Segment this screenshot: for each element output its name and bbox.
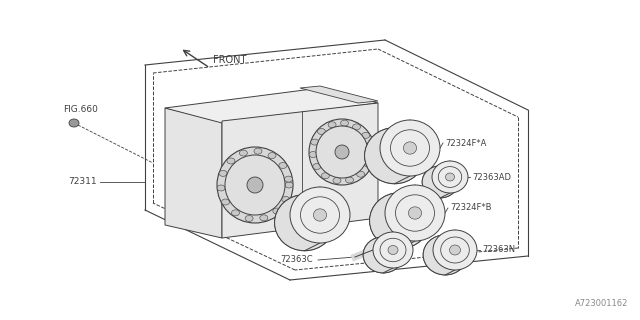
Ellipse shape <box>438 167 461 188</box>
Text: FRONT: FRONT <box>213 55 246 65</box>
Ellipse shape <box>282 196 290 202</box>
Ellipse shape <box>217 147 293 223</box>
Ellipse shape <box>314 209 326 221</box>
Ellipse shape <box>364 161 372 167</box>
Text: 72324F*B: 72324F*B <box>450 204 492 212</box>
Text: 72363AD: 72363AD <box>472 172 511 181</box>
Polygon shape <box>440 161 450 198</box>
Ellipse shape <box>353 124 360 130</box>
Ellipse shape <box>364 237 403 273</box>
Polygon shape <box>165 88 378 123</box>
Ellipse shape <box>69 119 79 127</box>
Text: 72311: 72311 <box>68 178 97 187</box>
Ellipse shape <box>433 230 477 270</box>
Ellipse shape <box>309 119 375 185</box>
Text: 72324F*A: 72324F*A <box>445 139 486 148</box>
Ellipse shape <box>301 197 339 233</box>
Ellipse shape <box>321 173 330 179</box>
Ellipse shape <box>247 177 263 193</box>
Text: FIG.660: FIG.660 <box>63 106 98 115</box>
Ellipse shape <box>370 193 429 249</box>
Ellipse shape <box>367 149 375 155</box>
Ellipse shape <box>245 215 253 221</box>
Ellipse shape <box>311 139 319 145</box>
Ellipse shape <box>239 150 248 156</box>
Ellipse shape <box>346 177 353 183</box>
Ellipse shape <box>219 170 227 176</box>
Ellipse shape <box>380 120 440 176</box>
Ellipse shape <box>268 153 276 158</box>
Polygon shape <box>300 86 378 103</box>
Polygon shape <box>395 120 410 184</box>
Ellipse shape <box>390 130 429 166</box>
Ellipse shape <box>279 163 287 169</box>
Ellipse shape <box>275 195 335 251</box>
Text: 72363C: 72363C <box>280 255 312 265</box>
Text: A723001162: A723001162 <box>575 299 628 308</box>
Ellipse shape <box>333 178 341 184</box>
Ellipse shape <box>317 129 326 134</box>
Ellipse shape <box>328 122 336 128</box>
Polygon shape <box>305 187 320 251</box>
Ellipse shape <box>380 238 406 262</box>
Ellipse shape <box>403 142 417 154</box>
Ellipse shape <box>365 128 424 184</box>
Ellipse shape <box>449 245 461 255</box>
Ellipse shape <box>285 176 292 182</box>
Ellipse shape <box>227 158 235 164</box>
Ellipse shape <box>365 128 424 184</box>
Polygon shape <box>399 185 415 249</box>
Ellipse shape <box>316 126 368 178</box>
Ellipse shape <box>388 245 398 254</box>
Ellipse shape <box>275 195 335 251</box>
Ellipse shape <box>423 235 467 275</box>
Ellipse shape <box>225 155 285 215</box>
Ellipse shape <box>285 182 293 188</box>
Ellipse shape <box>335 145 349 159</box>
Ellipse shape <box>362 132 370 138</box>
Ellipse shape <box>364 237 403 273</box>
Ellipse shape <box>422 166 458 198</box>
Ellipse shape <box>232 210 239 216</box>
Ellipse shape <box>309 152 317 157</box>
Ellipse shape <box>396 195 435 231</box>
Ellipse shape <box>313 164 321 170</box>
Ellipse shape <box>370 193 429 249</box>
Ellipse shape <box>367 144 374 150</box>
Polygon shape <box>383 232 393 273</box>
Ellipse shape <box>422 166 458 198</box>
Ellipse shape <box>254 148 262 154</box>
Ellipse shape <box>445 173 454 181</box>
Polygon shape <box>222 103 378 238</box>
Ellipse shape <box>290 187 350 243</box>
Ellipse shape <box>273 208 281 214</box>
Ellipse shape <box>340 120 349 126</box>
Ellipse shape <box>217 185 225 191</box>
Ellipse shape <box>408 207 422 219</box>
Ellipse shape <box>356 171 365 177</box>
Polygon shape <box>165 108 222 238</box>
Ellipse shape <box>385 185 445 241</box>
Ellipse shape <box>441 237 469 263</box>
Ellipse shape <box>373 232 413 268</box>
Text: 72324F*A: 72324F*A <box>202 207 243 217</box>
Ellipse shape <box>221 199 230 205</box>
Ellipse shape <box>423 235 467 275</box>
Ellipse shape <box>260 215 268 221</box>
Text: 72363N: 72363N <box>482 245 515 254</box>
Ellipse shape <box>432 161 468 193</box>
Polygon shape <box>445 230 455 275</box>
